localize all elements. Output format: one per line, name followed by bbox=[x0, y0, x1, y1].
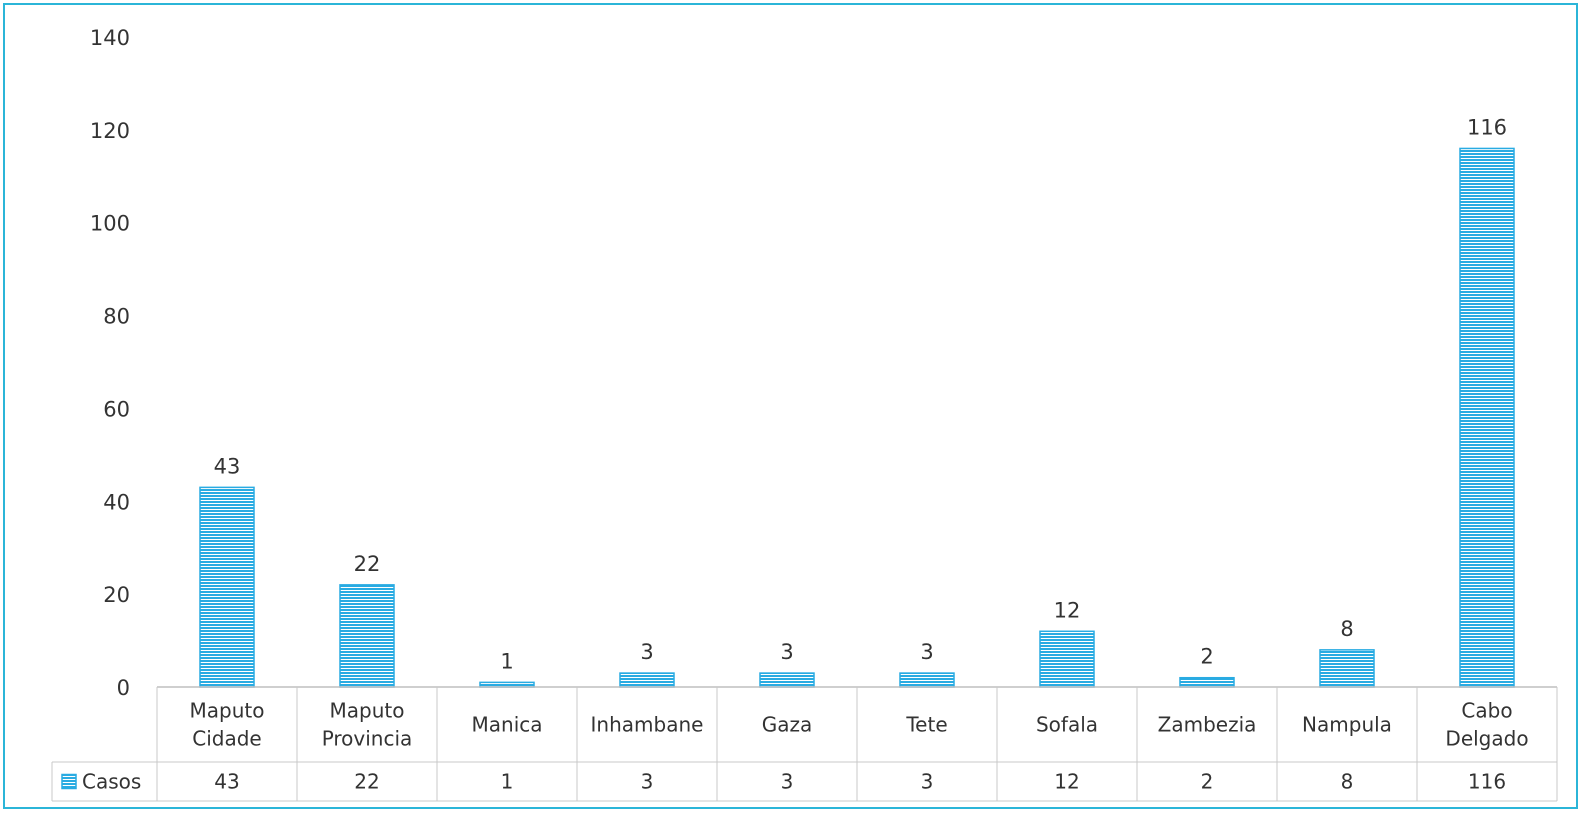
table-value-cell: 8 bbox=[1341, 770, 1354, 794]
category-label: Gaza bbox=[762, 713, 813, 737]
category-label: Sofala bbox=[1036, 713, 1098, 737]
table-value-cell: 43 bbox=[214, 770, 239, 794]
category-label: Maputo bbox=[330, 699, 405, 723]
category-label: Cidade bbox=[192, 727, 261, 751]
bar bbox=[1039, 630, 1095, 688]
category-label: Nampula bbox=[1302, 713, 1392, 737]
y-tick-label: 40 bbox=[103, 490, 130, 514]
table-value-cell: 1 bbox=[501, 770, 514, 794]
y-axis: 0 20 40 60 80 100 120 140 bbox=[90, 26, 130, 700]
legend-label: Casos bbox=[82, 770, 141, 794]
data-label: 43 bbox=[214, 454, 241, 478]
table-value-cell: 2 bbox=[1201, 770, 1214, 794]
bar bbox=[199, 486, 255, 688]
bar bbox=[1319, 649, 1375, 688]
bar bbox=[1459, 147, 1515, 688]
data-table: Maputo Cidade Maputo Provincia Manica Inhamba… bbox=[51, 686, 1558, 802]
table-value-cell: 3 bbox=[641, 770, 654, 794]
data-label: 8 bbox=[1340, 617, 1353, 641]
data-labels: 43 22 1 3 3 3 12 2 8 116 bbox=[214, 115, 1507, 673]
bar bbox=[1179, 676, 1235, 688]
bar bbox=[619, 672, 675, 688]
y-tick-label: 0 bbox=[117, 676, 130, 700]
bar-series bbox=[199, 147, 1515, 688]
table-value-cell: 12 bbox=[1054, 770, 1079, 794]
y-tick-label: 140 bbox=[90, 26, 130, 50]
table-value-cell: 3 bbox=[921, 770, 934, 794]
data-label: 2 bbox=[1200, 645, 1213, 669]
bar bbox=[899, 672, 955, 688]
y-tick-label: 80 bbox=[103, 305, 130, 329]
bar bbox=[339, 584, 395, 688]
category-label: Inhambane bbox=[591, 713, 704, 737]
category-label: Manica bbox=[472, 713, 543, 737]
data-label: 1 bbox=[500, 649, 513, 673]
data-label: 3 bbox=[640, 640, 653, 664]
table-value-cell: 22 bbox=[354, 770, 379, 794]
category-label: Cabo bbox=[1461, 699, 1512, 723]
data-label: 22 bbox=[354, 552, 381, 576]
data-label: 3 bbox=[920, 640, 933, 664]
y-tick-label: 20 bbox=[103, 583, 130, 607]
legend-key bbox=[61, 773, 77, 790]
y-tick-label: 100 bbox=[90, 212, 130, 236]
table-value-cell: 116 bbox=[1468, 770, 1506, 794]
category-label: Zambezia bbox=[1158, 713, 1257, 737]
y-tick-label: 60 bbox=[103, 397, 130, 421]
data-label: 12 bbox=[1054, 598, 1081, 622]
category-label: Provincia bbox=[322, 727, 413, 751]
data-label: 116 bbox=[1467, 115, 1507, 139]
y-tick-label: 120 bbox=[90, 119, 130, 143]
category-label: Delgado bbox=[1445, 727, 1528, 751]
bar bbox=[759, 672, 815, 688]
table-value-cell: 3 bbox=[781, 770, 794, 794]
category-label: Tete bbox=[905, 713, 947, 737]
category-label: Maputo bbox=[190, 699, 265, 723]
data-label: 3 bbox=[780, 640, 793, 664]
